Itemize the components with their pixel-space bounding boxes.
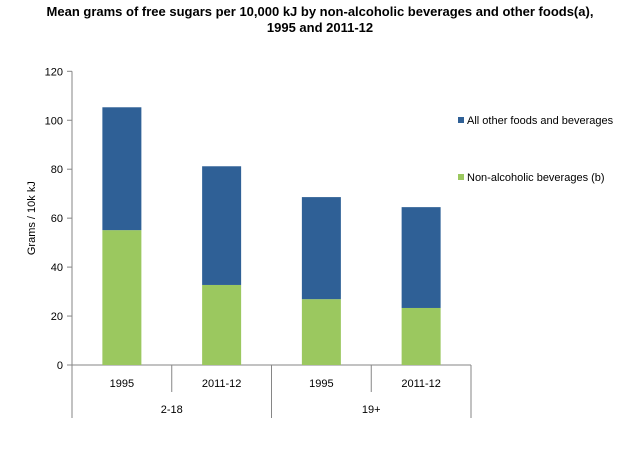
- bar-segment: [401, 307, 441, 365]
- x-tick-label: 1995: [309, 378, 333, 390]
- y-tick-label: 0: [57, 360, 63, 372]
- bar-segment: [102, 107, 142, 231]
- y-tick-label: 60: [51, 213, 63, 225]
- chart-title: Mean grams of free sugars per 10,000 kJ …: [46, 4, 594, 35]
- y-tick-label: 80: [51, 164, 63, 176]
- y-tick-label: 120: [45, 66, 63, 78]
- legend-label: All other foods and beverages: [467, 115, 614, 127]
- y-tick-label: 100: [45, 115, 63, 127]
- bar-segment: [301, 197, 341, 300]
- bar-segment: [202, 284, 242, 365]
- x-tick-label: 2011-12: [401, 378, 441, 390]
- group-label: 2-18: [161, 404, 183, 416]
- x-tick-label: 1995: [110, 378, 134, 390]
- bar-segment: [301, 299, 341, 365]
- bar-segment: [202, 166, 242, 285]
- y-tick-label: 20: [51, 311, 63, 323]
- legend-swatch: [458, 174, 464, 180]
- y-axis-label: Grams / 10k kJ: [26, 181, 38, 255]
- bar-segment: [401, 207, 441, 308]
- legend-swatch: [458, 117, 464, 123]
- group-label: 19+: [362, 404, 381, 416]
- bar-segment: [102, 230, 142, 365]
- y-tick-label: 40: [51, 262, 63, 274]
- legend-label: Non-alcoholic beverages (b): [467, 172, 605, 184]
- x-tick-label: 2011-12: [202, 378, 242, 390]
